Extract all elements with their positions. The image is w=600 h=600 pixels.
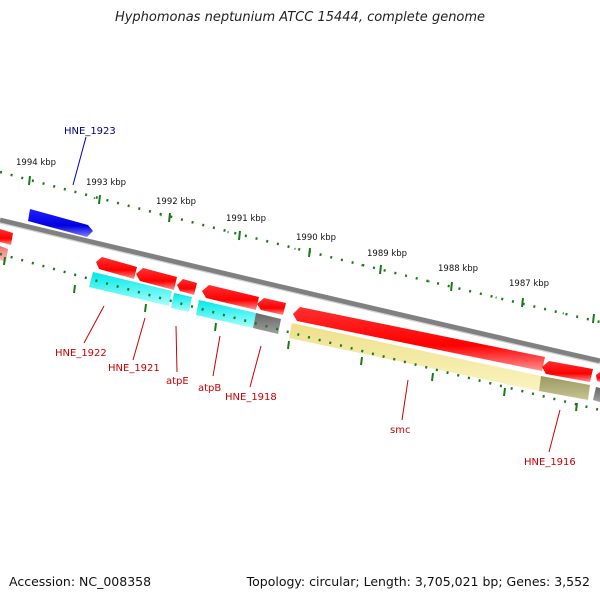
topology-text: Topology: circular; Length: 3,705,021 bp… [246, 574, 590, 589]
ruler-label-1991: 1991 kbp [226, 214, 266, 224]
ruler-label-1987: 1987 kbp [509, 279, 549, 289]
ruler-label-1990: 1990 kbp [296, 233, 336, 243]
ruler-label-1988: 1988 kbp [438, 264, 478, 274]
gene-label-HNE_1918[interactable]: HNE_1918 [225, 392, 277, 403]
gene-left-edge-pink[interactable] [0, 246, 8, 262]
outer-ruler-major-ticks [28, 175, 595, 324]
outer-ruler-ticks [27, 180, 600, 323]
gene-HNE_1921-arrow[interactable] [136, 268, 177, 290]
accession-text: Accession: NC_008358 [9, 574, 152, 589]
gene-left-edge-red[interactable] [0, 229, 13, 245]
gene-atpB-arrow[interactable] [202, 285, 259, 310]
ruler-label-1994: 1994 kbp [16, 158, 56, 168]
label-leader-lines [72, 136, 561, 453]
ruler-label-1989: 1989 kbp [367, 249, 407, 259]
gene-labels: HNE_1923 HNE_1922 HNE_1921 atpE atpB HNE… [55, 126, 576, 468]
gene-label-HNE_1921[interactable]: HNE_1921 [108, 363, 160, 374]
gene-label-HNE_1922[interactable]: HNE_1922 [55, 348, 107, 359]
cds-HNE_1916[interactable] [539, 376, 590, 400]
gene-HNE_1916-arrow[interactable] [542, 361, 593, 382]
gene-HNE_1922-arrow[interactable] [96, 257, 137, 279]
gene-label-HNE_1916[interactable]: HNE_1916 [524, 457, 576, 468]
cds-HNE_1922[interactable] [89, 272, 172, 306]
gene-label-HNE_1923[interactable]: HNE_1923 [64, 126, 116, 137]
ruler-labels: 1994 kbp 1993 kbp 1992 kbp 1991 kbp 1990… [16, 158, 549, 289]
gene-smc-arrow[interactable] [293, 307, 545, 371]
genome-backbone [0, 217, 600, 364]
gene-label-smc[interactable]: smc [390, 425, 410, 436]
ruler-label-1992: 1992 kbp [156, 197, 196, 207]
gene-HNE_1923-arrow[interactable] [28, 209, 93, 237]
cds-HNE_1918[interactable] [253, 313, 281, 334]
gene-atpE-arrow[interactable] [177, 279, 197, 295]
cds-atpB[interactable] [196, 300, 256, 328]
gene-label-atpE[interactable]: atpE [166, 376, 189, 387]
ruler-label-1993: 1993 kbp [86, 178, 126, 188]
inner-ruler-major-ticks [3, 256, 578, 412]
genome-backbone-highlight [0, 222, 600, 365]
gene-label-atpB[interactable]: atpB [198, 383, 221, 394]
gene-right-edge-red[interactable] [596, 372, 600, 382]
cds-smc[interactable] [289, 323, 541, 391]
gene-HNE_1918-arrow[interactable] [257, 298, 286, 315]
cds-right-edge[interactable] [593, 387, 600, 402]
map-title: Hyphomonas neptunium ATCC 15444, complet… [114, 10, 486, 25]
outer-ruler-dots [0, 170, 600, 324]
